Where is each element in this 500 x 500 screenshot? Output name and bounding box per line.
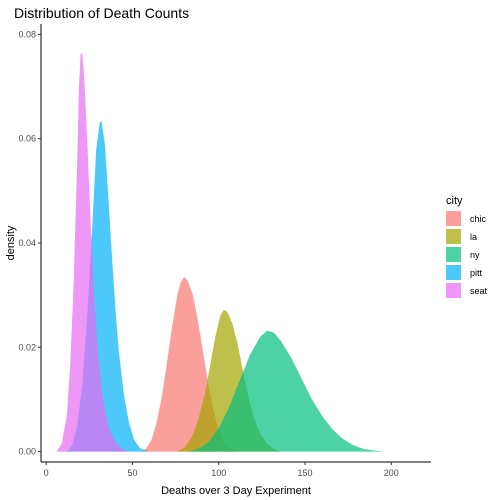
x-axis-label: Deaths over 3 Day Experiment	[161, 485, 311, 497]
legend-key-la	[446, 229, 461, 244]
x-tick-label: 100	[211, 468, 226, 478]
legend-label-pitt: pitt	[470, 268, 483, 278]
density-area-chic	[141, 276, 242, 452]
legend-key-chic	[446, 211, 461, 226]
y-tick-label: 0.04	[18, 238, 36, 248]
density-area-la	[177, 309, 281, 452]
legend-label-chic: chic	[470, 214, 487, 224]
x-tick-label: 50	[127, 468, 137, 478]
y-axis-ticks: 0.00 0.02 0.04 0.06 0.08	[18, 29, 41, 457]
legend-key-ny	[446, 247, 461, 262]
legend: city chic la ny pitt seat	[446, 195, 488, 298]
y-axis-label: density	[5, 225, 17, 260]
legend-label-seat: seat	[470, 286, 488, 296]
legend-key-pitt	[446, 265, 461, 280]
legend-label-la: la	[470, 232, 477, 242]
legend-title: city	[446, 195, 463, 207]
density-area-seat	[56, 52, 130, 452]
x-tick-label: 0	[44, 468, 49, 478]
legend-items: chic la ny pitt seat	[446, 211, 488, 298]
density-areas	[56, 52, 385, 452]
y-tick-label: 0.06	[18, 134, 36, 144]
legend-label-ny: ny	[470, 250, 480, 260]
chart-title: Distribution of Death Counts	[14, 5, 190, 21]
density-area-ny	[187, 330, 385, 452]
x-tick-label: 150	[298, 468, 313, 478]
y-tick-label: 0.02	[18, 342, 36, 352]
y-tick-label: 0.00	[18, 447, 36, 457]
legend-key-seat	[446, 283, 461, 298]
y-tick-label: 0.08	[18, 29, 36, 39]
x-axis-ticks: 0 50 100 150 200	[44, 462, 399, 478]
x-tick-label: 200	[384, 468, 399, 478]
